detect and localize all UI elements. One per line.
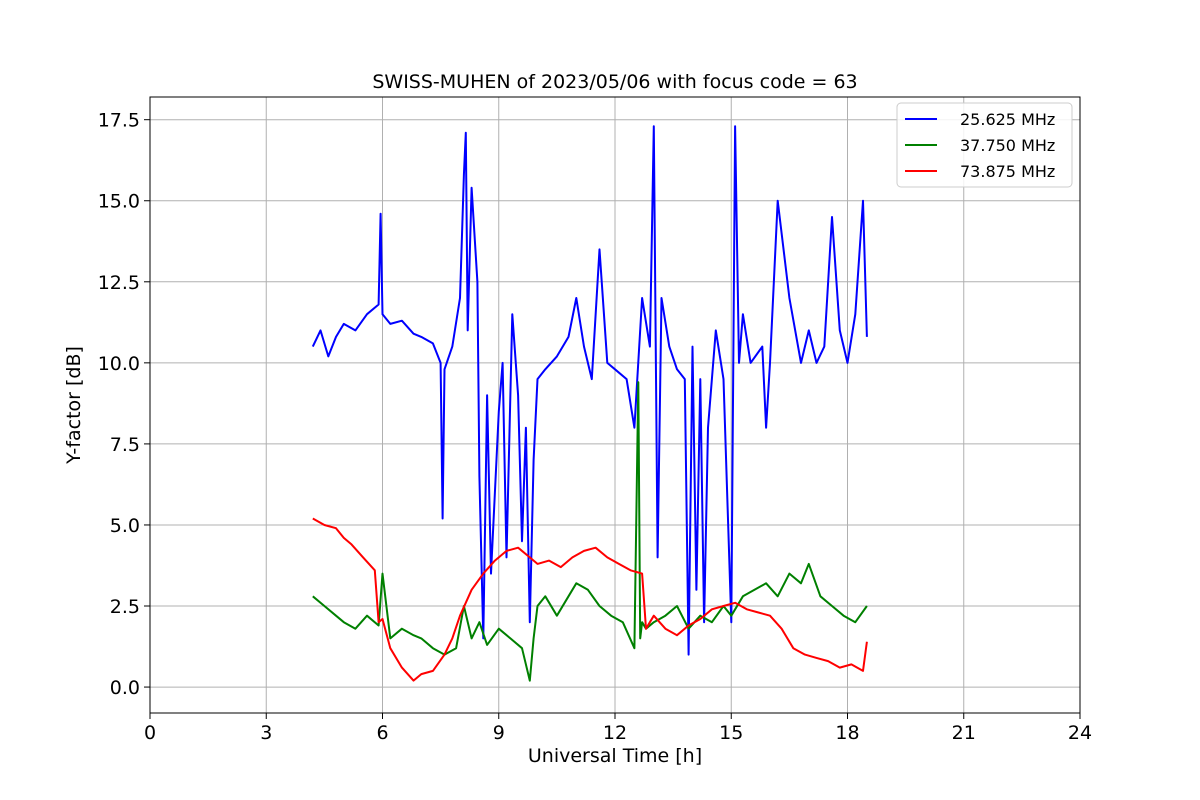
x-tick-label: 9 [493,722,505,744]
x-axis-ticks: 0 3 6 9 12 15 18 21 24 [144,713,1092,744]
x-tick-label: 0 [144,722,156,744]
y-axis-label: Y-factor [dB] [63,346,85,465]
x-tick-label: 12 [603,722,627,744]
y-tick-label: 12.5 [98,272,140,294]
legend-label: 37.750 MHz [960,136,1055,155]
legend: 25.625 MHz 37.750 MHz 73.875 MHz [896,102,1073,188]
x-tick-label: 3 [260,722,272,744]
y-tick-label: 2.5 [110,596,140,618]
y-tick-label: 17.5 [98,110,140,132]
x-tick-label: 6 [376,722,388,744]
legend-label: 73.875 MHz [960,162,1055,181]
y-tick-label: 7.5 [110,434,140,456]
series-line-73-875-mhz [312,517,868,682]
x-tick-label: 21 [952,722,976,744]
series-line-37-750-mhz [312,381,868,682]
legend-box [896,102,1073,188]
x-axis-label: Universal Time [h] [528,745,702,767]
y-tick-label: 15.0 [98,191,140,213]
x-tick-label: 24 [1068,722,1092,744]
y-axis-ticks: 0.0 2.5 5.0 7.5 10.0 12.5 15.0 17.5 [98,110,150,699]
y-tick-label: 10.0 [98,353,140,375]
x-tick-label: 15 [719,722,743,744]
x-tick-label: 18 [835,722,859,744]
chart-title: SWISS-MUHEN of 2023/05/06 with focus cod… [372,71,857,93]
y-tick-label: 5.0 [110,515,140,537]
series-layer [311,125,868,682]
y-tick-label: 0.0 [110,677,140,699]
plot-frame [149,96,1081,714]
legend-label: 25.625 MHz [960,110,1055,129]
series-line-25-625-mhz [311,125,868,656]
